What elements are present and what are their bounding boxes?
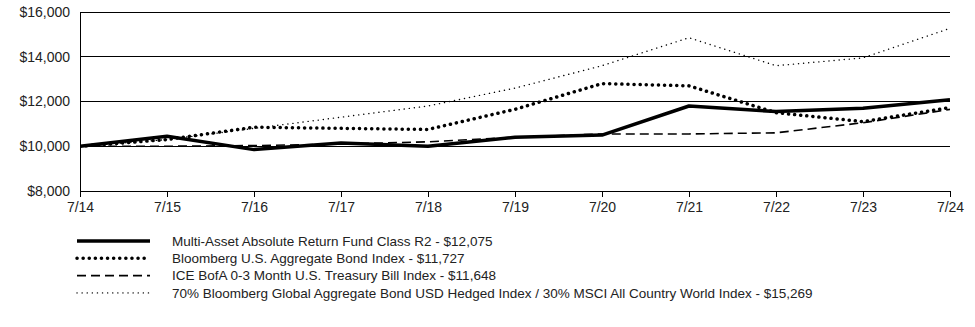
x-tick: 7/17 — [328, 191, 355, 215]
legend-swatch — [77, 257, 150, 261]
y-tick-label: $16,000 — [19, 4, 70, 20]
legend-swatch — [77, 275, 150, 277]
series-line — [80, 109, 950, 146]
grid-line — [80, 56, 950, 57]
y-tick-label: $10,000 — [19, 138, 70, 154]
x-tick: 7/24 — [937, 191, 964, 215]
y-tick: $8,000 — [27, 183, 80, 199]
grid-line — [80, 12, 950, 13]
x-axis: 7/14 7/15 7/16 7/17 7/18 7/19 7/20 7/21 7/22 7/23… — [67, 191, 964, 215]
legend: Multi-Asset Absolute Return Fund Class R… — [77, 234, 813, 301]
grid-line — [80, 101, 950, 102]
y-tick-label: $8,000 — [27, 183, 70, 199]
grid — [80, 12, 950, 191]
legend-swatch — [77, 239, 150, 243]
x-tick-label: 7/22 — [763, 199, 790, 215]
x-tick: 7/21 — [676, 191, 703, 215]
y-axis: $8,000 $10,000 $12,000 $14,000 $16,000 — [19, 4, 80, 199]
tick-mark — [863, 191, 864, 197]
tick-mark — [602, 191, 603, 197]
plot-lines — [80, 28, 950, 149]
x-tick-label: 7/20 — [589, 199, 616, 215]
tick-mark — [689, 191, 690, 197]
legend-label: Multi-Asset Absolute Return Fund Class R… — [172, 234, 492, 249]
legend-label: Bloomberg U.S. Aggregate Bond Index - $1… — [172, 251, 464, 266]
x-tick: 7/18 — [415, 191, 442, 215]
y-tick: $10,000 — [19, 138, 80, 154]
y-tick-label: $14,000 — [19, 49, 70, 65]
tick-mark — [80, 191, 81, 197]
tick-mark — [341, 191, 342, 197]
series-line — [80, 28, 950, 146]
x-tick: 7/14 — [67, 191, 94, 215]
tick-mark — [776, 191, 777, 197]
x-tick-label: 7/14 — [67, 199, 94, 215]
legend-label: ICE BofA 0-3 Month U.S. Treasury Bill In… — [172, 268, 496, 283]
x-tick-label: 7/23 — [850, 199, 877, 215]
x-tick: 7/20 — [589, 191, 616, 215]
x-tick-label: 7/16 — [241, 199, 268, 215]
axis-line — [81, 192, 951, 198]
y-tick: $14,000 — [19, 49, 80, 65]
x-tick: 7/22 — [763, 191, 790, 215]
x-tick: 7/19 — [502, 191, 529, 215]
x-tick-label: 7/17 — [328, 199, 355, 215]
legend-swatch — [77, 292, 150, 293]
tick-mark — [254, 191, 255, 197]
legend-label: 70% Bloomberg Global Aggregate Bond USD … — [172, 286, 813, 301]
tick-mark — [167, 191, 168, 197]
y-tick: $12,000 — [19, 93, 80, 109]
series-line — [80, 100, 950, 150]
x-tick: 7/23 — [850, 191, 877, 215]
x-tick-label: 7/15 — [154, 199, 181, 215]
x-tick-label: 7/19 — [502, 199, 529, 215]
tick-mark — [950, 191, 951, 197]
y-tick: $16,000 — [19, 4, 80, 20]
x-tick-label: 7/21 — [676, 199, 703, 215]
x-tick: 7/16 — [241, 191, 268, 215]
tick-mark — [428, 191, 429, 197]
x-tick: 7/15 — [154, 191, 181, 215]
x-tick-label: 7/18 — [415, 199, 442, 215]
tick-mark — [515, 191, 516, 197]
y-tick-label: $12,000 — [19, 93, 70, 109]
axis-line — [80, 13, 81, 192]
chart: $8,000$10,000$12,000$14,000$16,0007/147/… — [0, 0, 975, 327]
x-tick-label: 7/24 — [937, 199, 964, 215]
